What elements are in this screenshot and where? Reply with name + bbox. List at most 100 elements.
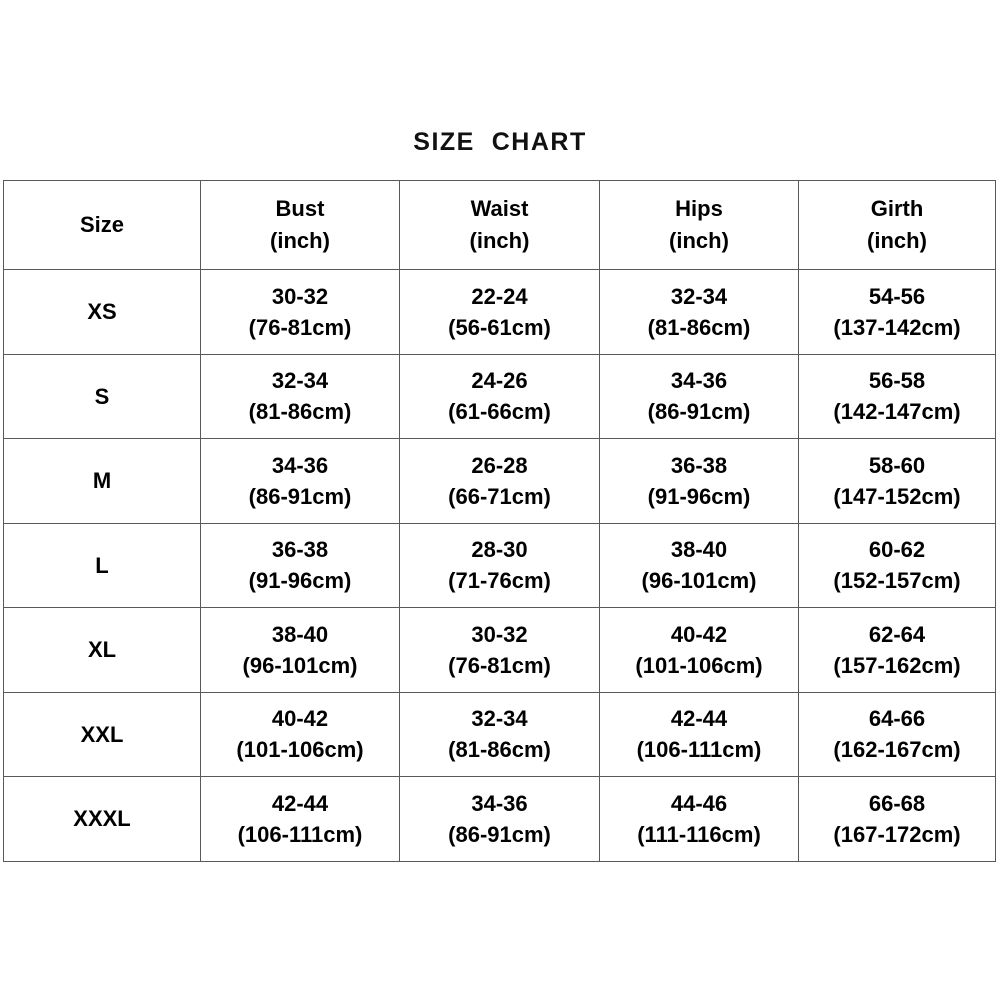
cell-hips: 32-34 (81-86cm)	[599, 269, 799, 355]
size-chart-table: Size Bust (inch) Waist (inch) Hips (inch…	[3, 180, 996, 862]
cell-waist-cm: (86-91cm)	[448, 821, 551, 847]
column-header-bust-label: Bust	[275, 196, 325, 221]
cell-hips-inch: 38-40	[670, 537, 728, 563]
cell-size: M	[3, 438, 201, 524]
table-row: S 32-34 (81-86cm) 24-26 (61-66cm) 34-36 …	[3, 353, 996, 439]
cell-bust-cm: (106-111cm)	[237, 821, 363, 847]
cell-hips: 34-36 (86-91cm)	[599, 353, 799, 439]
cell-girth: 64-66 (162-167cm)	[798, 691, 996, 777]
header-row: Size Bust (inch) Waist (inch) Hips (inch…	[3, 180, 996, 270]
cell-hips-inch: 36-38	[670, 452, 728, 478]
column-header-waist-label: Waist	[470, 196, 529, 221]
cell-bust-cm: (81-86cm)	[248, 399, 352, 425]
table-row: M 34-36 (86-91cm) 26-28 (66-71cm) 36-38 …	[3, 438, 996, 524]
table-row: XXL 40-42 (101-106cm) 32-34 (81-86cm) 42…	[3, 691, 996, 777]
cell-size: XXL	[3, 691, 201, 777]
cell-bust-cm: (86-91cm)	[248, 483, 352, 509]
cell-hips: 36-38 (91-96cm)	[599, 438, 799, 524]
column-header-size-label: Size	[79, 212, 125, 237]
cell-girth-cm: (167-172cm)	[833, 821, 961, 847]
cell-waist-inch: 24-26	[471, 368, 528, 394]
cell-girth-cm: (137-142cm)	[833, 314, 961, 340]
cell-hips-cm: (101-106cm)	[635, 652, 763, 678]
cell-hips-cm: (81-86cm)	[647, 314, 751, 340]
column-header-girth-label: Girth	[870, 196, 924, 221]
cell-girth-inch: 54-56	[868, 283, 926, 309]
cell-hips-inch: 32-34	[670, 283, 728, 309]
cell-hips: 40-42 (101-106cm)	[599, 607, 799, 693]
cell-bust: 30-32 (76-81cm)	[200, 269, 400, 355]
cell-bust: 32-34 (81-86cm)	[200, 353, 400, 439]
cell-waist-inch: 34-36	[471, 790, 528, 816]
cell-waist-inch: 22-24	[471, 283, 528, 309]
column-header-hips-label: Hips	[675, 196, 723, 221]
column-header-waist: Waist (inch)	[399, 180, 600, 270]
cell-girth: 54-56 (137-142cm)	[798, 269, 996, 355]
cell-bust: 42-44 (106-111cm)	[200, 776, 400, 862]
cell-waist-inch: 28-30	[471, 537, 528, 563]
cell-bust-inch: 42-44	[271, 790, 329, 816]
cell-hips-inch: 40-42	[670, 621, 728, 647]
cell-girth: 60-62 (152-157cm)	[798, 522, 996, 608]
cell-size: S	[3, 353, 201, 439]
table-row: XS 30-32 (76-81cm) 22-24 (56-61cm) 32-34…	[3, 269, 996, 355]
cell-waist-cm: (56-61cm)	[448, 314, 551, 340]
cell-bust-cm: (96-101cm)	[242, 652, 358, 678]
cell-girth-cm: (152-157cm)	[833, 568, 961, 594]
cell-waist: 32-34 (81-86cm)	[399, 691, 600, 777]
cell-waist: 28-30 (71-76cm)	[399, 522, 600, 608]
column-header-hips-unit: (inch)	[669, 228, 729, 253]
cell-hips: 44-46 (111-116cm)	[599, 776, 799, 862]
cell-waist-cm: (61-66cm)	[448, 399, 551, 425]
cell-bust-inch: 30-32	[271, 283, 329, 309]
cell-girth-cm: (162-167cm)	[833, 737, 961, 763]
cell-girth-cm: (147-152cm)	[833, 483, 961, 509]
cell-bust-inch: 32-34	[271, 368, 329, 394]
cell-hips-inch: 44-46	[670, 790, 728, 816]
cell-bust-inch: 40-42	[271, 706, 329, 732]
column-header-hips: Hips (inch)	[599, 180, 799, 270]
cell-waist-cm: (66-71cm)	[448, 483, 551, 509]
cell-bust-inch: 34-36	[271, 452, 329, 478]
cell-waist-inch: 30-32	[471, 621, 528, 647]
cell-bust: 38-40 (96-101cm)	[200, 607, 400, 693]
cell-size: XXXL	[3, 776, 201, 862]
cell-waist-cm: (76-81cm)	[448, 652, 551, 678]
cell-size: XS	[3, 269, 201, 355]
cell-hips-cm: (106-111cm)	[636, 737, 762, 763]
cell-waist: 34-36 (86-91cm)	[399, 776, 600, 862]
cell-girth-inch: 64-66	[868, 706, 926, 732]
cell-bust-cm: (76-81cm)	[248, 314, 352, 340]
cell-hips: 42-44 (106-111cm)	[599, 691, 799, 777]
cell-girth: 56-58 (142-147cm)	[798, 353, 996, 439]
table-row: XXXL 42-44 (106-111cm) 34-36 (86-91cm) 4…	[3, 776, 996, 862]
cell-girth-inch: 62-64	[868, 621, 926, 647]
table-row: L 36-38 (91-96cm) 28-30 (71-76cm) 38-40 …	[3, 522, 996, 608]
cell-girth-inch: 66-68	[868, 790, 926, 816]
cell-waist: 26-28 (66-71cm)	[399, 438, 600, 524]
cell-hips-inch: 34-36	[670, 368, 728, 394]
cell-bust-inch: 36-38	[271, 537, 329, 563]
cell-waist-inch: 32-34	[471, 706, 528, 732]
table-header: Size Bust (inch) Waist (inch) Hips (inch…	[3, 180, 996, 270]
column-header-girth: Girth (inch)	[798, 180, 996, 270]
cell-girth-cm: (157-162cm)	[833, 652, 961, 678]
cell-bust-inch: 38-40	[271, 621, 329, 647]
table-row: XL 38-40 (96-101cm) 30-32 (76-81cm) 40-4…	[3, 607, 996, 693]
column-header-waist-unit: (inch)	[469, 228, 530, 253]
cell-hips-cm: (91-96cm)	[647, 483, 751, 509]
cell-hips-cm: (86-91cm)	[647, 399, 751, 425]
cell-girth: 58-60 (147-152cm)	[798, 438, 996, 524]
cell-waist-cm: (81-86cm)	[448, 737, 551, 763]
column-header-bust: Bust (inch)	[200, 180, 400, 270]
cell-hips: 38-40 (96-101cm)	[599, 522, 799, 608]
cell-size: L	[3, 522, 201, 608]
cell-hips-inch: 42-44	[670, 706, 728, 732]
cell-bust-cm: (101-106cm)	[236, 737, 364, 763]
cell-girth-inch: 60-62	[868, 537, 926, 563]
cell-waist-inch: 26-28	[471, 452, 528, 478]
cell-hips-cm: (96-101cm)	[641, 568, 757, 594]
page-title: SIZE CHART	[413, 128, 587, 156]
cell-hips-cm: (111-116cm)	[637, 821, 761, 847]
